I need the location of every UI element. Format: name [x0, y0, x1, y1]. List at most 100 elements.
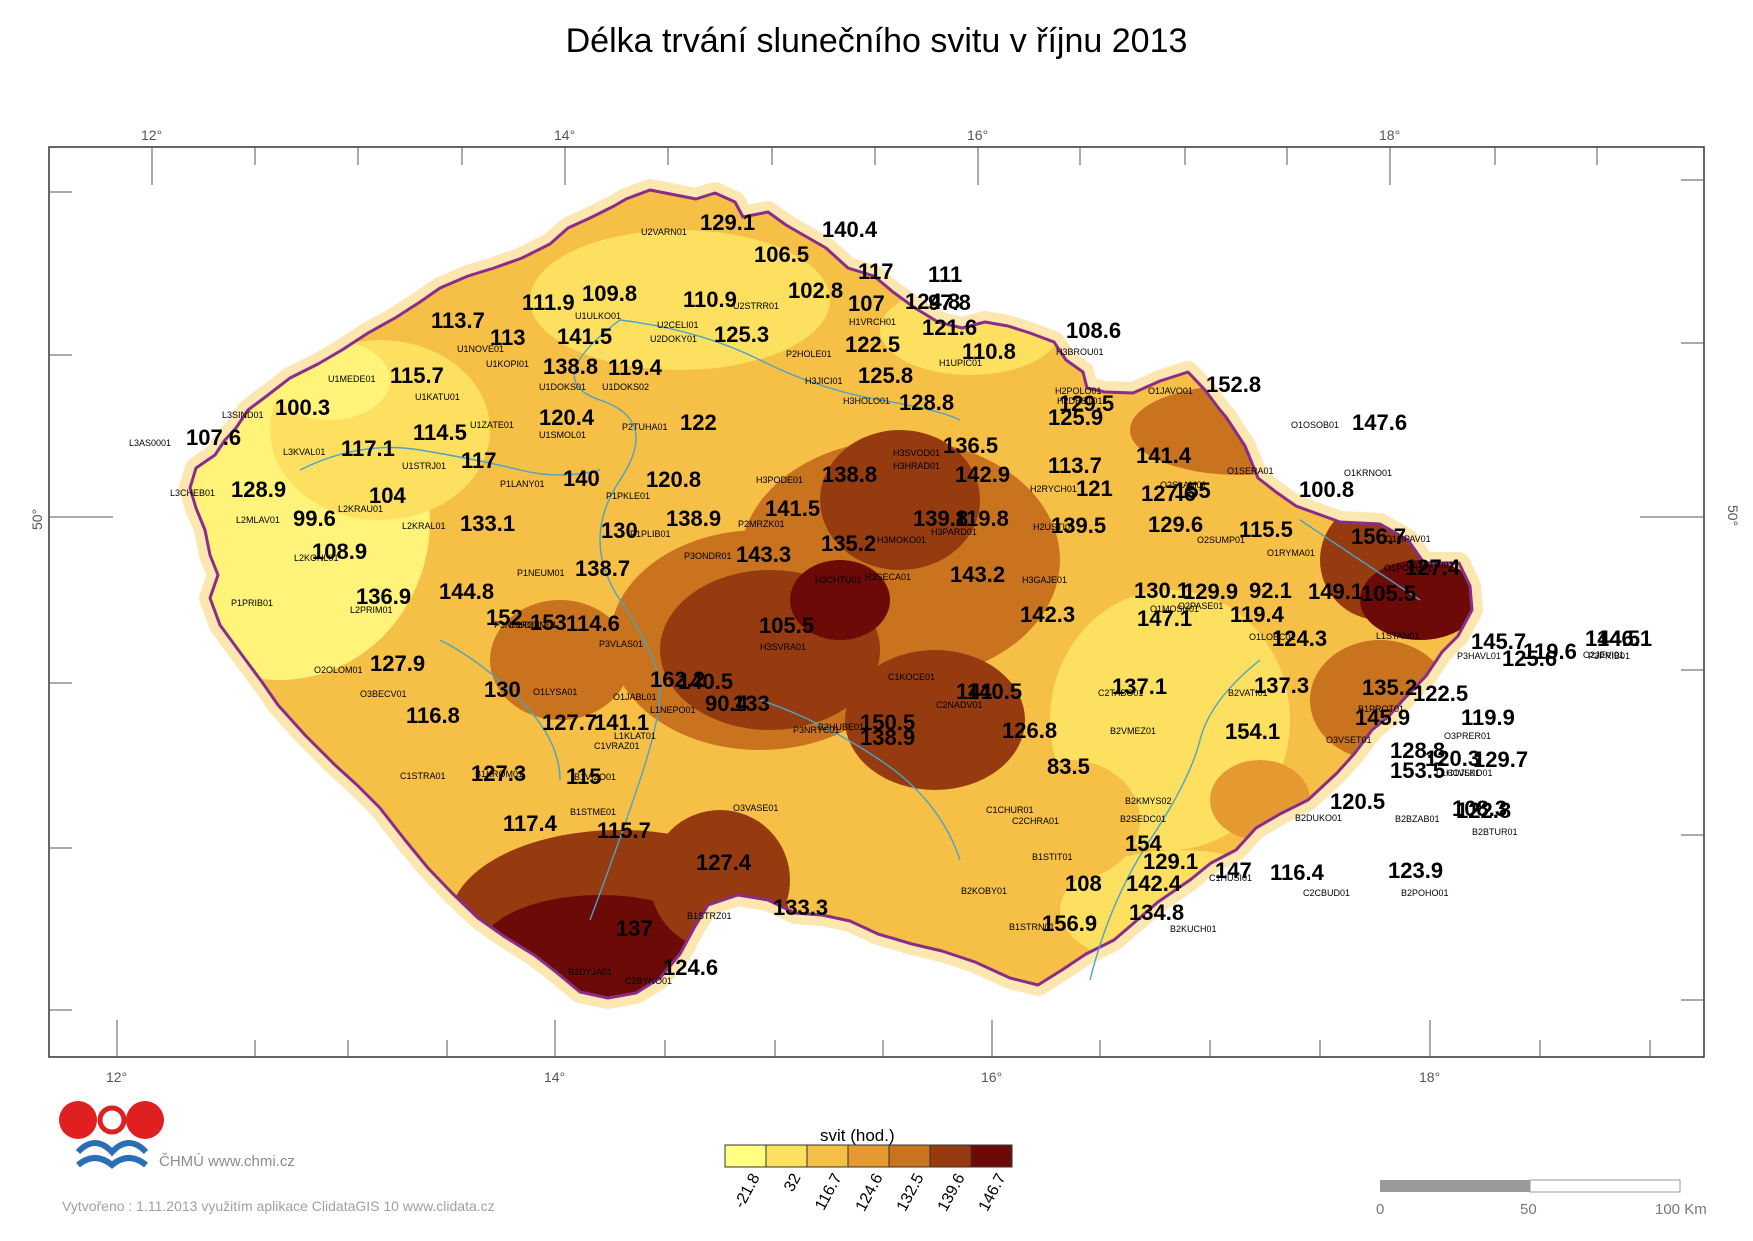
station-code-105: B2KOBY01: [961, 886, 1007, 896]
station-code-12: H3HOLO01: [843, 396, 890, 406]
station-code-82: C1VRAZ01: [594, 741, 640, 751]
scale-bar: [1380, 1179, 1681, 1193]
sunshine-value-24: 128.8: [899, 390, 954, 415]
sunshine-value-113: 129.7: [1473, 747, 1528, 772]
station-code-65: O1LOBC01: [1249, 632, 1296, 642]
station-code-57: L2PRIM01: [350, 605, 393, 615]
station-code-61: P3VLAS01: [599, 639, 643, 649]
sunshine-value-102: 126.8: [1002, 718, 1057, 743]
station-code-23: P2TUHA01: [622, 422, 668, 432]
station-code-51: P3ONDR01: [684, 551, 732, 561]
sunshine-value-105: 119.9: [1461, 705, 1515, 730]
station-code-36: L3CHEB01: [170, 488, 215, 498]
sunshine-value-116: 108.3: [1452, 796, 1507, 821]
station-code-56: L2STRI01: [1413, 560, 1454, 570]
sunshine-value-40: 142.9: [955, 462, 1010, 487]
sunshine-value-72: 144.8: [439, 579, 494, 604]
sunshine-value-125: 108: [1065, 871, 1102, 896]
station-code-21: U1ZATE01: [470, 420, 514, 430]
legend: [724, 1144, 1013, 1168]
sunshine-value-45: 128.9: [231, 477, 286, 502]
sunshine-value-30: 120.4: [539, 405, 595, 430]
sunshine-value-6: 97.8: [928, 290, 971, 315]
station-code-109: C2BYNO01: [625, 976, 672, 986]
legend-swatch-1: [765, 1144, 808, 1168]
sunshine-value-15: 113: [490, 325, 526, 350]
tick-bottom-1: 12°: [106, 1069, 127, 1085]
sunshine-value-117: 117.4: [503, 811, 558, 836]
sunshine-value-88: 162.2: [650, 667, 705, 692]
station-code-49: L2KONL01: [294, 553, 339, 563]
sunshine-value-12: 109.8: [582, 281, 637, 306]
station-code-77: B2VATI01: [1228, 688, 1268, 698]
station-code-72: O1JABL01: [613, 692, 657, 702]
map-title: Délka trvání slunečního svitu v říjnu 20…: [565, 22, 1188, 60]
scale-label-0: 0: [1376, 1201, 1385, 1218]
station-code-48: O1OPAV01: [1385, 534, 1431, 544]
sunshine-value-23: 125.8: [858, 363, 913, 388]
sunshine-value-95: 122.5: [1413, 681, 1468, 706]
legend-break-3: 124.6: [853, 1171, 887, 1214]
sunshine-value-3: 111: [928, 262, 962, 287]
legend-break-2: 116.7: [812, 1171, 845, 1213]
station-code-90: B1KROM01: [475, 769, 523, 779]
sunshine-value-34: 147.6: [1352, 410, 1407, 435]
legend-title: svit (hod.): [820, 1126, 895, 1145]
sunshine-value-73: 152: [486, 605, 523, 630]
sunshine-value-27: 100.3: [275, 395, 330, 420]
sunshine-value-70: 105.5: [1361, 581, 1416, 606]
station-code-17: U1MEDE01: [328, 374, 376, 384]
station-code-67: P3HAVL01: [1457, 651, 1501, 661]
station-code-85: B2VMEZ01: [1110, 726, 1156, 736]
sunshine-value-64: 143.2: [950, 562, 1005, 587]
station-code-4: H1VRCH01: [849, 317, 896, 327]
sunshine-value-13: 110.9: [683, 287, 737, 312]
station-code-71: O1LYSA01: [533, 687, 577, 697]
tick-top-3: 16°: [967, 127, 988, 143]
tick-right: 50°: [1725, 505, 1741, 526]
station-code-93: C1CHUR01: [986, 805, 1034, 815]
sunshine-value-90: 141: [956, 679, 993, 704]
legend-swatch-2: [806, 1144, 849, 1168]
sunshine-value-62: 143.3: [736, 542, 791, 567]
sunshine-value-2: 106.5: [754, 242, 809, 267]
sunshine-value-47: 99.6: [293, 506, 336, 531]
station-code-111: B2LEDN01: [0, 0, 45, 2]
station-code-20: U1DOKS02: [602, 382, 649, 392]
sunshine-value-42: 141.4: [1136, 443, 1192, 468]
station-code-89: C1STRA01: [400, 771, 446, 781]
sunshine-value-101: 150.5: [860, 710, 915, 735]
sunshine-value-123: 116.4: [1270, 860, 1325, 885]
station-code-41: P1PLIB01: [630, 529, 671, 539]
legend-labels: -21.8 32 116.7 124.6 132.5 139.6 146.7: [731, 1171, 1009, 1214]
sunshine-value-41: 113.7: [1048, 453, 1102, 478]
sunshine-value-52: 139.8: [913, 506, 968, 531]
station-code-52: H3CHTU01: [815, 575, 862, 585]
sunshine-value-63: 135.2: [821, 531, 876, 556]
station-code-46: O2SUMP01: [1197, 535, 1245, 545]
sunshine-value-38: 120.8: [646, 467, 701, 492]
station-code-40: P1PKLE01: [606, 491, 650, 501]
sunshine-value-99: 140.5: [678, 669, 733, 694]
scale-label-50: 50: [1520, 1201, 1537, 1218]
sunshine-value-76: 105.5: [759, 613, 814, 638]
station-code-110: B2DYJA01: [568, 967, 612, 977]
sunshine-value-22: 119.4: [608, 355, 663, 380]
sunshine-value-69: 127.4: [1405, 555, 1461, 580]
station-code-38: L2MLAV01: [236, 515, 280, 525]
sunshine-value-87: 130: [484, 677, 521, 702]
sunshine-value-115: 120.5: [1330, 789, 1385, 814]
sunshine-value-17: 125.3: [714, 322, 769, 347]
station-code-96: B2SEDC01: [1120, 814, 1166, 824]
sunshine-value-118: 115.7: [597, 818, 651, 843]
station-code-2: U2CELI01: [657, 320, 699, 330]
station-code-22: U1SMOL01: [539, 430, 586, 440]
sunshine-value-11: 111.9: [522, 290, 575, 315]
station-code-55: O1PORU01: [1384, 563, 1432, 573]
station-code-94: C2CHRA01: [1012, 816, 1059, 826]
station-code-88: C1VLKO01: [1447, 768, 1493, 778]
sunshine-value-89: 90.4: [705, 691, 749, 716]
station-code-7: U1ULKO01: [575, 311, 621, 321]
station-code-97: B2DUKO01: [1295, 813, 1342, 823]
